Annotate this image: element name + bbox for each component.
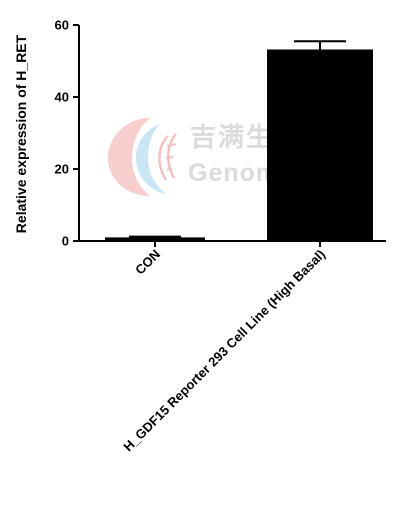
watermark-emblem [108, 118, 177, 196]
y-tick-label: 0 [62, 234, 69, 249]
x-category-label: CON [132, 247, 163, 278]
y-tick-label: 40 [55, 90, 69, 105]
x-axis [78, 240, 386, 247]
y-axis: 0 20 40 60 [55, 18, 80, 249]
y-ticks: 0 20 40 60 [55, 18, 79, 249]
y-axis-title: Relative expression of H_RET [13, 34, 29, 233]
bar-1 [105, 237, 205, 241]
bars [105, 40, 373, 242]
x-category-label: H_GDF15 Reporter 293 Cell Line (High Bas… [120, 247, 328, 455]
bar-2 [267, 49, 373, 242]
x-ticks [154, 241, 321, 247]
y-tick-label: 20 [55, 162, 69, 177]
y-tick-label: 60 [55, 18, 69, 33]
